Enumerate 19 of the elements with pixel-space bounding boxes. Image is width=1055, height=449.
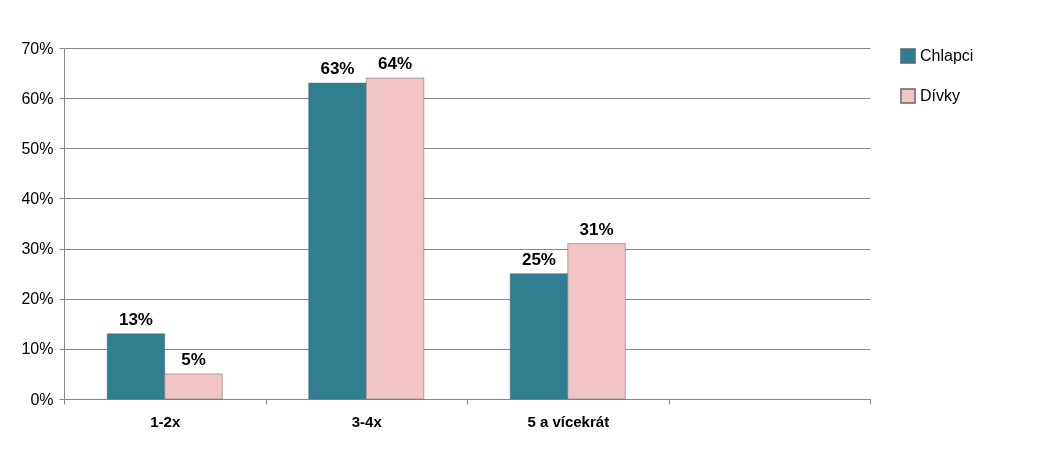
x-tick-label: 5 a vícekrát [527, 412, 610, 430]
legend-label: Chlapci [920, 47, 974, 64]
data-label: 63% [320, 59, 355, 79]
data-label: 31% [579, 219, 614, 239]
x-tick-label: 3-4x [351, 412, 383, 430]
data-label: 13% [118, 309, 153, 329]
y-tick-label: 50% [21, 139, 54, 157]
y-tick-label: 0% [30, 390, 54, 408]
y-tick-label: 30% [21, 240, 54, 258]
legend-label: Dívky [920, 87, 960, 104]
y-tick-label: 20% [21, 290, 54, 308]
data-label: 25% [521, 249, 556, 269]
data-label: 64% [378, 54, 413, 74]
y-tick-label: 40% [21, 189, 54, 207]
y-tick-label: 70% [21, 39, 54, 57]
data-label: 5% [181, 349, 206, 369]
y-tick-label: 10% [21, 340, 54, 358]
y-tick-label: 60% [21, 89, 54, 107]
x-tick-label: 1-2x [150, 412, 181, 430]
